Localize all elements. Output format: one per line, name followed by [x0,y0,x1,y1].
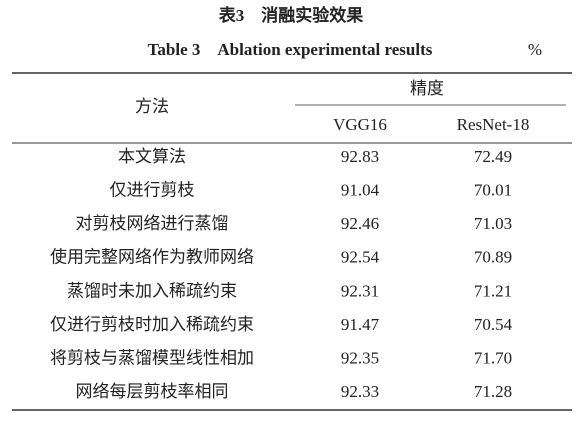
value-cell: 71.21 [474,281,512,300]
column-header: VGG16 [333,115,387,134]
unit: % [528,40,542,59]
method-cell: 网络每层剪枝率相同 [76,382,229,401]
method-cell: 仅进行剪枝时加入稀疏约束 [50,315,254,334]
value-cell: 92.83 [341,147,379,166]
value-cell: 91.04 [341,181,380,200]
method-cell: 蒸馏时未加入稀疏约束 [67,281,237,300]
value-cell: 71.03 [474,214,512,233]
value-cell: 72.49 [474,147,512,166]
method-cell: 本文算法 [118,147,186,166]
method-cell: 将剪枝与蒸馏模型线性相加 [50,349,254,368]
method-header: 方法 [135,97,169,116]
value-cell: 91.47 [341,315,380,334]
caption-en: Table 3 Ablation experimental results [148,40,433,59]
method-cell: 对剪枝网络进行蒸馏 [76,214,229,233]
caption-cn: 表3 消融实验效果 [219,5,364,25]
column-header: ResNet-18 [457,115,530,134]
value-cell: 92.54 [341,248,380,267]
method-cell: 仅进行剪枝 [110,181,195,200]
value-cell: 92.35 [341,349,379,368]
group-header: 精度 [410,79,444,98]
method-cell: 使用完整网络作为教师网络 [50,247,254,267]
value-cell: 92.33 [341,382,379,401]
value-cell: 71.28 [474,382,512,401]
value-cell: 70.89 [474,248,512,267]
value-cell: 71.70 [474,349,512,368]
value-cell: 70.54 [474,315,513,334]
value-cell: 92.31 [341,281,379,300]
value-cell: 70.01 [474,181,512,200]
value-cell: 92.46 [341,214,379,233]
